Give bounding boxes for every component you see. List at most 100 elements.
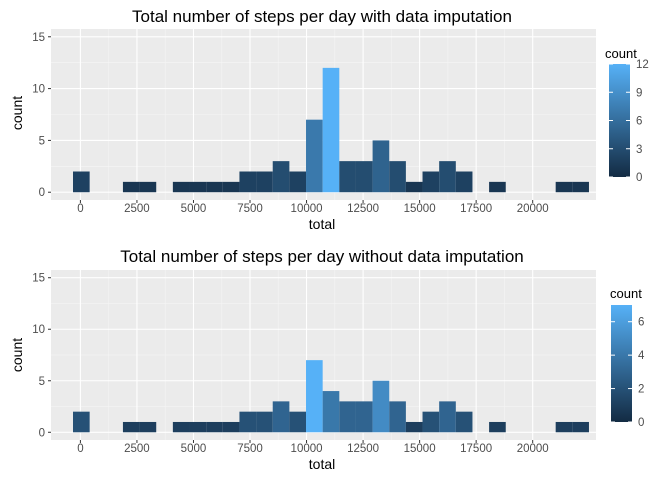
histogram-bar xyxy=(206,181,223,193)
histogram-bar xyxy=(355,401,373,433)
color-legend: count 0 3 6 9 12 xyxy=(605,46,649,184)
x-tick-label: 15000 xyxy=(404,203,436,215)
histogram-bar xyxy=(73,171,90,193)
x-tick-label: 7500 xyxy=(237,443,263,455)
histogram-bar xyxy=(389,161,406,193)
histogram-bar xyxy=(122,421,140,433)
x-axis-title: total xyxy=(309,456,335,472)
histogram-bar xyxy=(289,171,307,193)
histogram-bar xyxy=(489,181,506,193)
histogram-bar xyxy=(256,411,273,433)
histogram-bar xyxy=(272,161,290,193)
histogram-bar xyxy=(222,181,240,193)
histogram-bar xyxy=(206,421,223,433)
histogram-bar xyxy=(439,401,456,433)
histogram-without-imputation: Total number of steps per day without da… xyxy=(9,247,645,472)
histogram-bar xyxy=(189,421,207,433)
legend-tick-label: 0 xyxy=(636,172,642,184)
histogram-bar xyxy=(256,171,273,193)
x-tick-label: 12500 xyxy=(347,443,379,455)
legend-colorbar xyxy=(611,305,632,422)
y-tick-label: 5 xyxy=(39,376,45,388)
histogram-bar xyxy=(439,161,456,193)
histogram-bar xyxy=(73,411,90,433)
histogram-bar xyxy=(389,401,406,433)
x-axis-title: total xyxy=(309,216,335,232)
x-tick-label: 20000 xyxy=(517,203,549,215)
legend-tick-label: 9 xyxy=(636,87,642,99)
histogram-bar xyxy=(272,401,290,433)
x-tick-label: 15000 xyxy=(404,443,436,455)
y-axis-ticks: 0 5 10 15 xyxy=(32,32,51,199)
histogram-bar xyxy=(122,181,140,193)
histogram-bar xyxy=(239,171,257,193)
y-tick-label: 10 xyxy=(32,84,45,96)
y-axis-title: count xyxy=(9,96,25,130)
bars xyxy=(73,67,589,193)
histogram-bar xyxy=(222,421,240,433)
legend-ticks: 0 2 4 6 xyxy=(611,317,645,429)
histogram-bar xyxy=(139,181,157,193)
histogram-bar xyxy=(322,391,340,433)
x-tick-label: 2500 xyxy=(124,443,150,455)
x-tick-label: 0 xyxy=(77,443,83,455)
x-tick-label: 17500 xyxy=(460,203,492,215)
histogram-bar xyxy=(372,380,390,433)
legend-tick-label: 3 xyxy=(636,144,642,156)
histogram-bar xyxy=(572,181,589,193)
legend-ticks: 0 3 6 9 12 xyxy=(609,59,649,184)
x-tick-label: 0 xyxy=(77,203,83,215)
x-tick-label: 5000 xyxy=(181,443,207,455)
histogram-bar xyxy=(372,140,390,193)
legend-tick-label: 0 xyxy=(638,417,644,429)
histogram-bar xyxy=(339,161,356,193)
histogram-bar xyxy=(322,67,340,193)
x-tick-label: 17500 xyxy=(460,443,492,455)
x-tick-label: 7500 xyxy=(237,203,263,215)
legend-colorbar xyxy=(609,64,630,177)
x-tick-label: 5000 xyxy=(181,203,207,215)
y-tick-label: 10 xyxy=(32,324,45,336)
legend-tick-label: 6 xyxy=(636,116,642,128)
x-tick-label: 2500 xyxy=(124,203,150,215)
color-legend: count 0 2 4 6 xyxy=(610,286,645,429)
x-tick-label: 10000 xyxy=(291,203,323,215)
chart-title: Total number of steps per day with data … xyxy=(132,7,512,26)
legend-title: count xyxy=(605,46,637,61)
histogram-bar xyxy=(306,360,323,433)
histogram-bar xyxy=(355,161,373,193)
legend-tick-label: 6 xyxy=(638,317,644,329)
legend-title: count xyxy=(610,286,642,301)
histogram-with-imputation: Total number of steps per day with data … xyxy=(9,7,649,232)
histogram-bar xyxy=(405,181,423,193)
bars xyxy=(73,360,589,433)
histogram-bar xyxy=(455,411,473,433)
histogram-bar xyxy=(189,181,207,193)
x-tick-label: 10000 xyxy=(291,443,323,455)
legend-tick-label: 4 xyxy=(638,350,645,362)
histogram-bar xyxy=(339,401,356,433)
histogram-bar xyxy=(405,421,423,433)
x-axis-ticks: 0 2500 5000 7500 10000 12500 15000 17500 20000 xyxy=(77,200,549,215)
histogram-bar xyxy=(555,421,573,433)
histogram-bar xyxy=(172,421,190,433)
histogram-bar xyxy=(422,171,440,193)
chart-title: Total number of steps per day without da… xyxy=(120,247,524,266)
y-tick-label: 0 xyxy=(39,427,45,439)
y-tick-label: 5 xyxy=(39,135,45,147)
y-axis-ticks: 0 5 10 15 xyxy=(32,273,51,439)
x-axis-ticks: 0 2500 5000 7500 10000 12500 15000 17500 20000 xyxy=(77,440,549,455)
histogram-bar xyxy=(172,181,190,193)
legend-tick-label: 2 xyxy=(638,384,644,396)
histogram-bar xyxy=(555,181,573,193)
histogram-bar xyxy=(306,119,323,193)
histogram-bar xyxy=(489,421,506,433)
histogram-bar xyxy=(572,421,589,433)
y-axis-title: count xyxy=(9,338,25,372)
histogram-bar xyxy=(422,411,440,433)
y-tick-label: 15 xyxy=(32,32,45,44)
x-tick-label: 20000 xyxy=(517,443,549,455)
y-tick-label: 0 xyxy=(39,187,45,199)
histogram-bar xyxy=(289,411,307,433)
